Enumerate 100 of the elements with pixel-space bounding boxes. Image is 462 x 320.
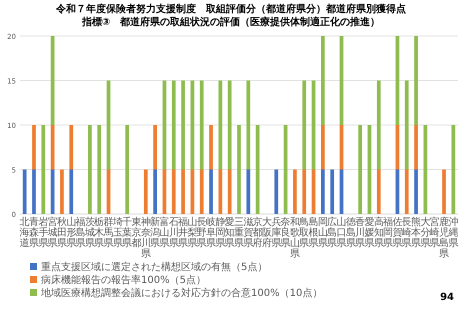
x-tick-label: 新潟県 — [150, 216, 160, 249]
bar — [106, 80, 110, 170]
x-tick-label: 東京都 — [131, 216, 142, 249]
bar — [32, 125, 36, 170]
bar — [200, 80, 204, 170]
bar — [125, 125, 130, 214]
x-tick-label: 兵庫県 — [271, 216, 282, 249]
bar — [321, 125, 325, 170]
bar — [442, 170, 446, 214]
x-tick-label: 青森県 — [28, 216, 39, 249]
bar — [22, 170, 27, 214]
bar — [50, 125, 54, 170]
x-tick-label: 佐賀県 — [392, 217, 402, 249]
bar — [451, 125, 456, 214]
x-tick-label: 岐阜県 — [206, 216, 216, 249]
bar — [172, 80, 176, 170]
bar — [181, 80, 185, 170]
x-tick-label: 愛知県 — [224, 216, 235, 249]
bar — [321, 170, 325, 214]
bar — [321, 36, 325, 125]
bar — [50, 36, 54, 125]
x-tick-label: 宮崎県 — [430, 216, 440, 249]
x-tick-label: 大分県 — [420, 216, 430, 249]
bar — [302, 170, 306, 214]
bar — [414, 36, 418, 125]
bar — [256, 125, 260, 214]
x-tick-label: 沖縄県 — [447, 216, 458, 249]
x-tick-label: 大阪府 — [262, 216, 272, 249]
bar — [302, 80, 306, 170]
bar — [106, 170, 110, 214]
x-tick-label: 富山県 — [159, 216, 170, 249]
bar — [274, 170, 278, 214]
bar — [209, 125, 213, 170]
bar — [162, 80, 166, 170]
bar — [340, 36, 344, 125]
x-tick-label: 茨城県 — [84, 216, 95, 249]
bar — [368, 125, 372, 214]
x-tick-label: 島根県 — [308, 216, 319, 249]
x-tick-label: 岡山県 — [318, 217, 328, 249]
bar — [32, 170, 36, 214]
bar — [414, 170, 418, 214]
x-tick-label: 福島県 — [76, 216, 86, 249]
x-tick-label: 福岡県 — [383, 216, 394, 249]
bar — [50, 170, 54, 214]
bar — [330, 170, 334, 214]
x-tick-label: 長崎県 — [402, 217, 412, 249]
x-tick-label: 神奈川県 — [140, 216, 151, 260]
x-tick-label: 三重県 — [234, 217, 244, 249]
bar — [312, 170, 316, 214]
legend-label: 病床機能報告の報告率100%（5点） — [41, 274, 206, 286]
bar — [218, 80, 222, 170]
bar — [209, 170, 213, 214]
x-tick-label: 長野県 — [196, 217, 207, 249]
bar — [153, 170, 157, 214]
bar — [396, 125, 400, 170]
bar — [376, 80, 381, 170]
x-tick-label: 広島県 — [327, 216, 338, 249]
x-tick-label: 埼玉県 — [112, 216, 123, 249]
bar — [404, 170, 409, 214]
x-tick-label: 京都府 — [252, 216, 263, 249]
bar — [69, 170, 74, 214]
bar — [312, 80, 316, 170]
legend-label: 地域医療構想調整会議における対応方針の合意100%（10点） — [40, 287, 322, 299]
text: 94 — [440, 292, 454, 303]
bar — [424, 125, 428, 214]
x-tick-label: 北海道 — [20, 216, 30, 249]
bar — [190, 170, 194, 214]
bar — [190, 80, 194, 170]
bar — [340, 170, 344, 214]
bar — [41, 125, 46, 214]
x-tick-label: 香川県 — [355, 216, 366, 249]
bar — [228, 170, 232, 214]
x-tick-label: 奈良県 — [280, 217, 291, 249]
bar — [218, 170, 222, 214]
x-tick-label: 栃木県 — [94, 216, 104, 249]
bar — [237, 125, 241, 214]
bar — [246, 80, 250, 170]
x-tick-label: 山口県 — [336, 216, 347, 249]
bar — [60, 170, 64, 214]
x-tick-label: 千葉県 — [122, 216, 132, 249]
x-tick-label: 福井県 — [178, 216, 188, 249]
chart-title: 令和７年度保険者努力支援制度 取組評価分（都道府県分）都道府県別獲得点 — [55, 3, 406, 15]
x-tick-label: 秋田県 — [56, 216, 67, 249]
bar — [404, 80, 409, 170]
x-tick-label: 和歌山県 — [290, 216, 300, 260]
x-tick-label: 石川県 — [168, 217, 179, 249]
bar — [162, 170, 166, 214]
bar — [358, 125, 362, 214]
x-tick-label: 山形県 — [66, 216, 76, 249]
x-tick-label: 愛媛県 — [364, 216, 374, 249]
bar — [181, 170, 185, 214]
x-tick-label: 山梨県 — [187, 216, 198, 249]
bar — [153, 125, 157, 170]
chart-subtitle: 指標③ 都道府県の取組状況の評価（医療提供体制適正化の推進） — [80, 16, 380, 28]
bar — [376, 170, 381, 214]
x-tick-label: 高知県 — [374, 216, 384, 249]
bar — [396, 170, 400, 214]
bar — [293, 170, 297, 214]
bar — [228, 80, 232, 170]
x-tick-label: 群馬県 — [102, 216, 114, 249]
